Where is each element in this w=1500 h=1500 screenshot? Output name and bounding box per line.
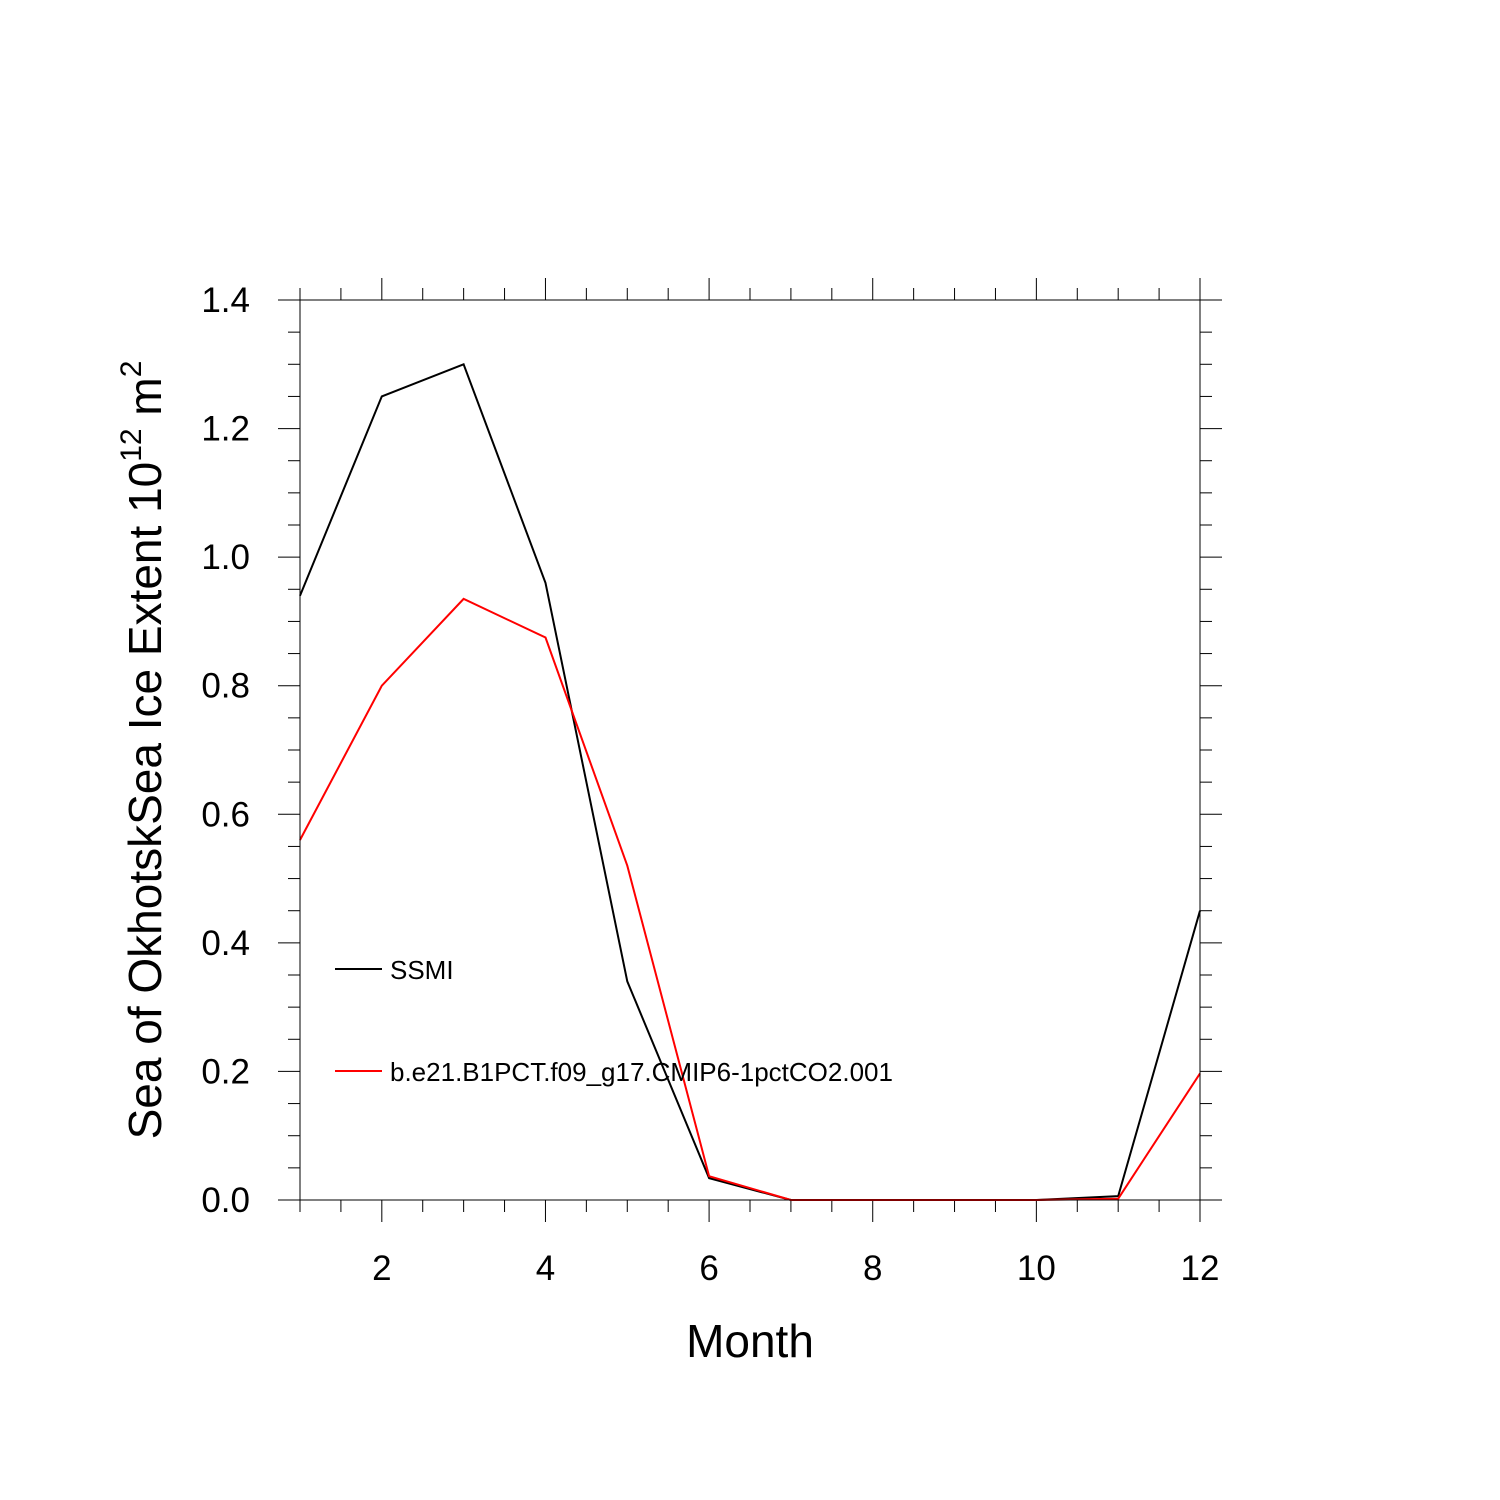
x-axis-title: Month	[686, 1315, 814, 1367]
y-axis-title-unit: m	[119, 377, 171, 428]
x-tick-label: 2	[372, 1249, 391, 1288]
x-tick-label: 10	[1017, 1249, 1056, 1288]
plot-frame	[299, 299, 1201, 1201]
series-line-2	[299, 597, 1201, 1201]
legend: SSMI b.e21.B1PCT.f09_g17.CMIP6-1pctCO2.00…	[335, 955, 893, 1087]
y-axis-title-main: Sea of OkhotskSea Ice Extent 10	[119, 462, 171, 1140]
y-axis-title-exponent: 12	[115, 428, 148, 461]
x-tick-label: 12	[1181, 1249, 1220, 1288]
x-tick-label: 8	[863, 1249, 882, 1288]
y-tick-label: 1.4	[201, 281, 250, 320]
tick-labels: 2 4 6 8 10 12 0.0 0.2 0.4 0.6 0.8 1.0 1.2 1.4	[201, 281, 1219, 1288]
y-tick-label: 0.4	[201, 924, 250, 963]
y-tick-label: 1.0	[201, 538, 250, 577]
axis-ticks	[278, 278, 1222, 1222]
y-tick-label: 1.2	[201, 410, 250, 449]
y-tick-label: 0.0	[201, 1181, 250, 1220]
legend-label: SSMI	[390, 955, 454, 985]
y-axis-title: Sea of OkhotskSea Ice Extent 1012 m2	[115, 361, 171, 1140]
legend-label: b.e21.B1PCT.f09_g17.CMIP6-1pctCO2.001	[390, 1057, 893, 1087]
y-tick-label: 0.8	[201, 667, 250, 706]
x-tick-label: 4	[536, 1249, 555, 1288]
x-tick-label: 6	[699, 1249, 718, 1288]
y-tick-label: 0.6	[201, 795, 250, 834]
y-tick-label: 0.2	[201, 1052, 250, 1091]
y-axis-title-unit-exponent: 2	[115, 361, 148, 378]
